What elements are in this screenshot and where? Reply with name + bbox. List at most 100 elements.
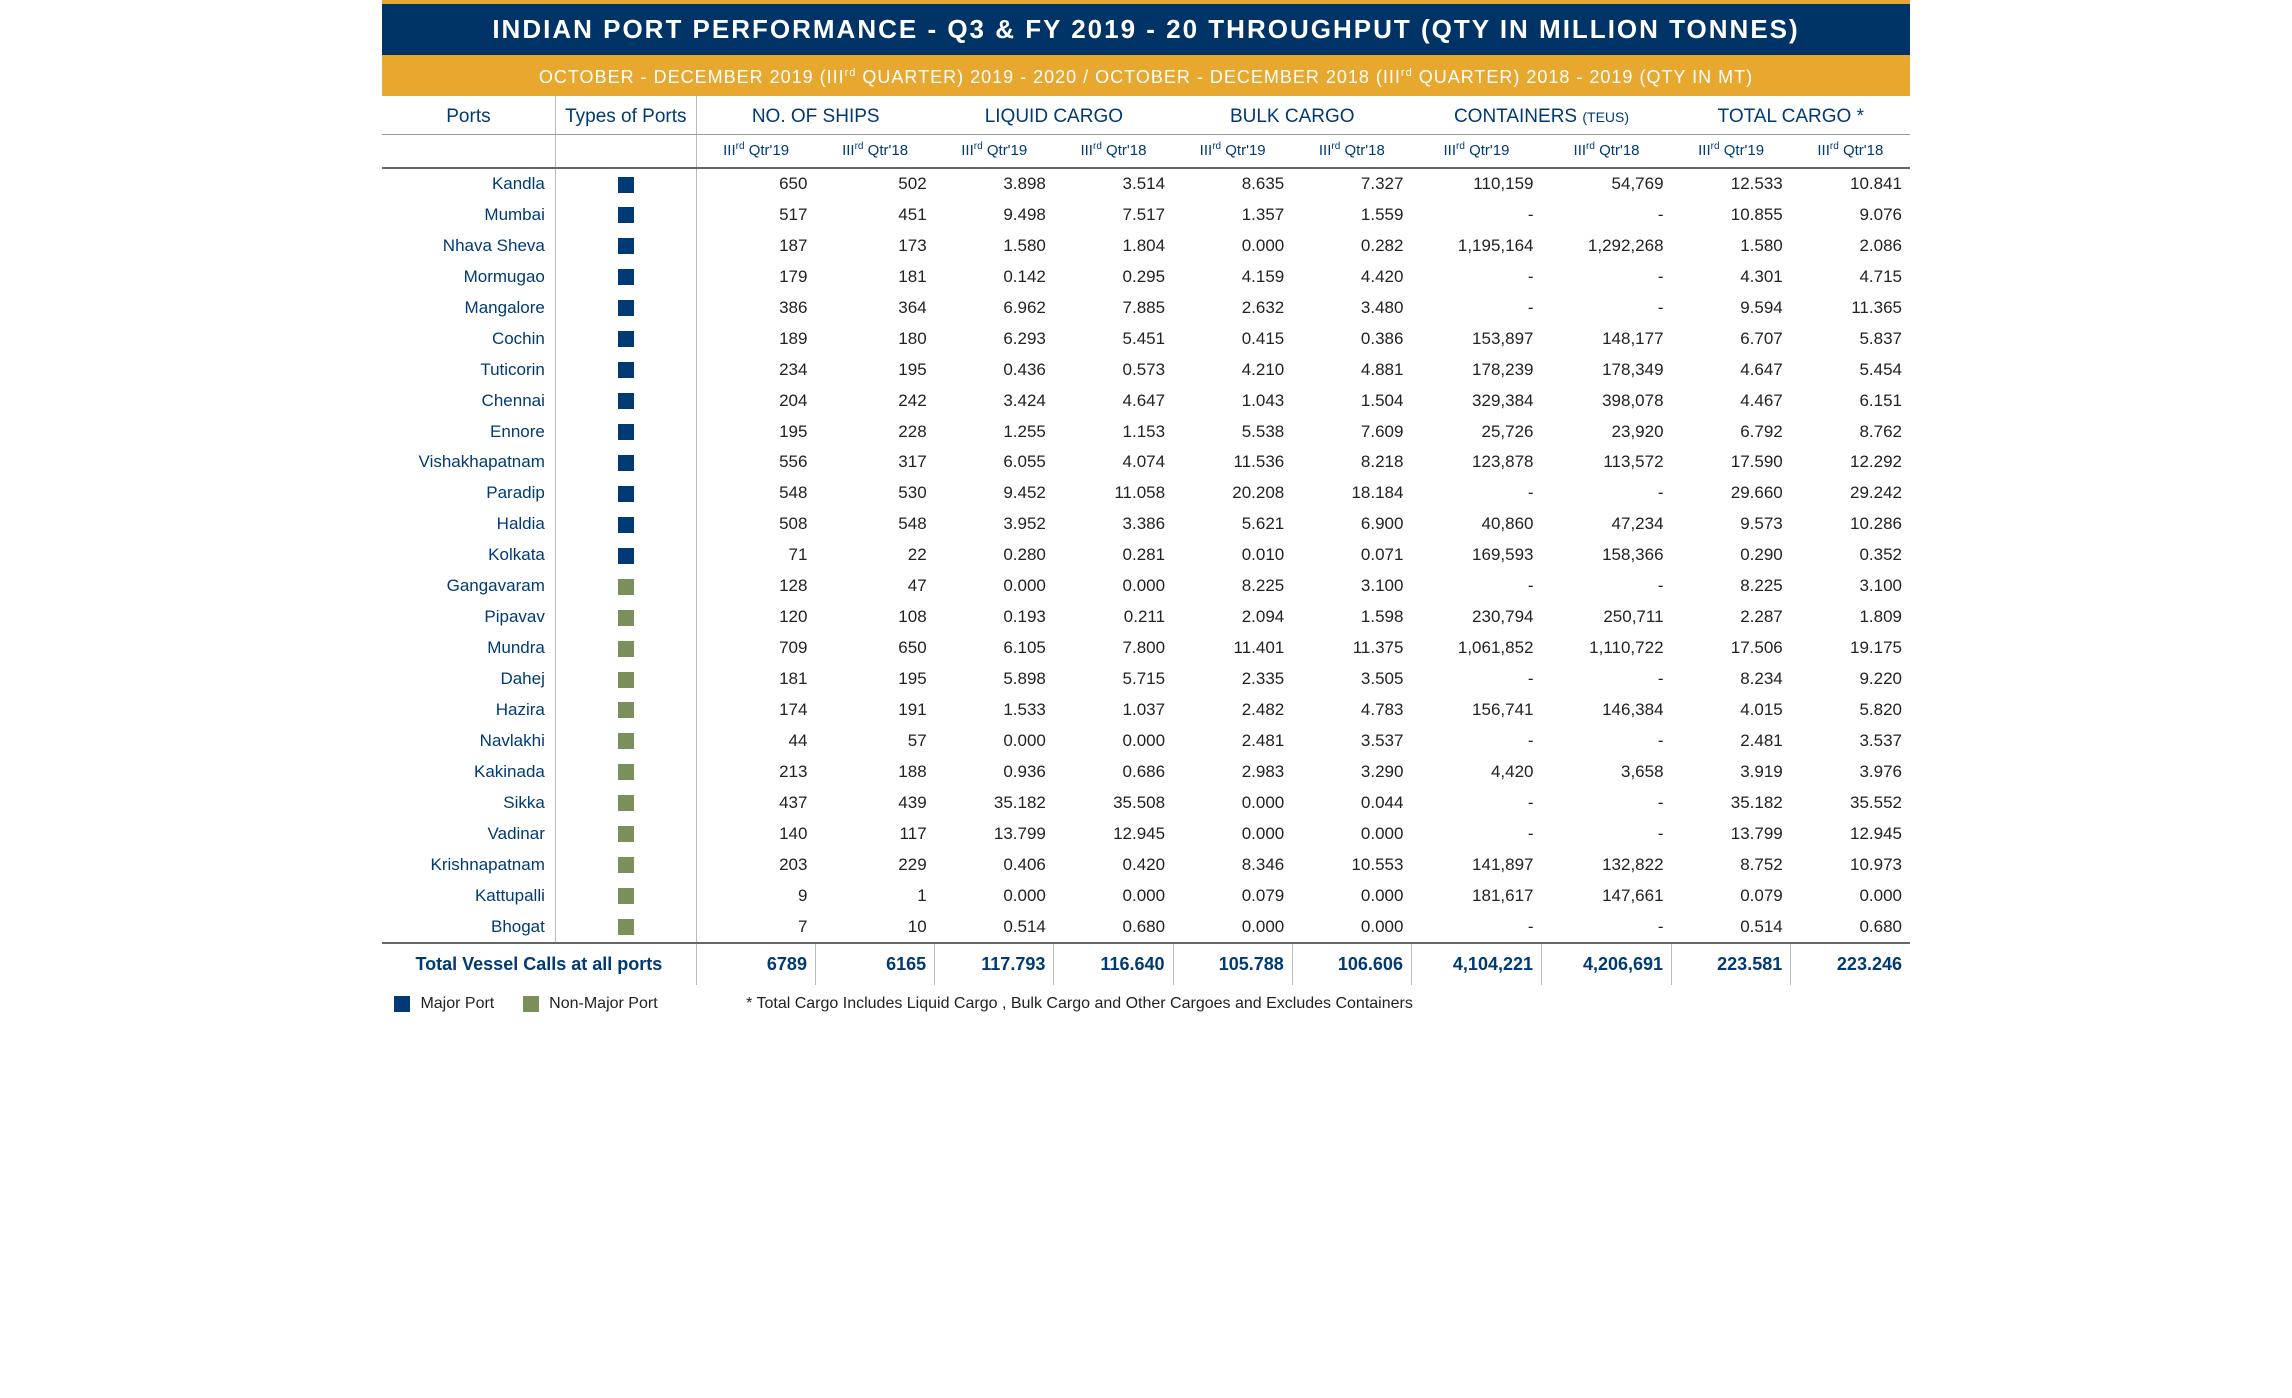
cell-bulk-18: 4.783 [1292,695,1411,726]
col-ports: Ports [382,96,555,135]
cell-bulk-18: 1.598 [1292,602,1411,633]
cell-cont-19: 1,195,164 [1411,231,1541,262]
totals-bulk-19: 105.788 [1173,943,1292,984]
cell-liq-19: 13.799 [935,819,1054,850]
totals-ships-19: 6789 [696,943,815,984]
cell-liq-18: 3.386 [1054,509,1173,540]
cell-liq-18: 0.281 [1054,540,1173,571]
port-name-cell: Hazira [382,695,555,726]
port-name-cell: Mormugao [382,262,555,293]
cell-tot-19: 35.182 [1672,788,1791,819]
cell-cont-18: 113,572 [1542,447,1672,478]
cell-ships-18: 173 [815,231,934,262]
cell-tot-18: 4.715 [1791,262,1910,293]
cell-tot-19: 13.799 [1672,819,1791,850]
cell-ships-19: 181 [696,664,815,695]
cell-cont-19: - [1411,571,1541,602]
cell-tot-19: 6.792 [1672,417,1791,448]
cell-cont-19: 110,159 [1411,168,1541,200]
cell-bulk-18: 4.881 [1292,355,1411,386]
port-type-cell [555,540,696,571]
page-container: INDIAN PORT PERFORMANCE - Q3 & FY 2019 -… [382,0,1910,1029]
table-row: Paradip5485309.45211.05820.20818.184--29… [382,478,1910,509]
cell-tot-19: 4.015 [1672,695,1791,726]
cell-ships-18: 181 [815,262,934,293]
col-group-containers: CONTAINERS (TEUS) [1411,96,1671,135]
table-row: Mumbai5174519.4987.5171.3571.559--10.855… [382,200,1910,231]
totals-row: Total Vessel Calls at all ports67896165 1… [382,943,1910,984]
cell-cont-19: - [1411,912,1541,944]
table-row: Cochin1891806.2935.4510.4150.386153,8971… [382,324,1910,355]
cell-tot-19: 17.590 [1672,447,1791,478]
port-name-cell: Kolkata [382,540,555,571]
cell-ships-19: 204 [696,386,815,417]
cell-tot-19: 2.481 [1672,726,1791,757]
cell-cont-19: 141,897 [1411,850,1541,881]
cell-ships-18: 451 [815,200,934,231]
cell-cont-19: 156,741 [1411,695,1541,726]
cell-bulk-19: 2.632 [1173,293,1292,324]
cell-ships-18: 22 [815,540,934,571]
table-row: Gangavaram128470.0000.0008.2253.100--8.2… [382,571,1910,602]
cell-tot-19: 4.467 [1672,386,1791,417]
cell-liq-18: 7.517 [1054,200,1173,231]
cell-liq-18: 11.058 [1054,478,1173,509]
cell-tot-18: 0.680 [1791,912,1910,944]
cell-cont-18: - [1542,293,1672,324]
port-type-swatch-icon [618,269,634,285]
port-name-cell: Navlakhi [382,726,555,757]
port-type-swatch-icon [618,424,634,440]
port-type-swatch-icon [618,548,634,564]
cell-bulk-18: 0.071 [1292,540,1411,571]
cell-liq-19: 9.452 [935,478,1054,509]
table-row: Mangalore3863646.9627.8852.6323.480--9.5… [382,293,1910,324]
port-type-cell [555,571,696,602]
port-name-cell: Dahej [382,664,555,695]
cell-liq-18: 0.295 [1054,262,1173,293]
cell-cont-18: - [1542,200,1672,231]
cell-tot-18: 6.151 [1791,386,1910,417]
cell-liq-18: 7.800 [1054,633,1173,664]
cell-ships-19: 71 [696,540,815,571]
cell-liq-18: 0.686 [1054,757,1173,788]
cell-cont-18: 132,822 [1542,850,1672,881]
totals-label: Total Vessel Calls at all ports [382,943,696,984]
totals-tot-18: 223.246 [1791,943,1910,984]
cell-bulk-19: 1.043 [1173,386,1292,417]
footnote-legend: Major Port Non-Major Port * Total Cargo … [382,985,1910,1029]
cell-ships-18: 180 [815,324,934,355]
cell-ships-18: 228 [815,417,934,448]
cell-tot-19: 2.287 [1672,602,1791,633]
cell-bulk-19: 5.538 [1173,417,1292,448]
cell-cont-18: 250,711 [1542,602,1672,633]
cell-bulk-18: 3.480 [1292,293,1411,324]
cell-liq-19: 5.898 [935,664,1054,695]
cell-cont-19: 181,617 [1411,881,1541,912]
cell-cont-18: 158,366 [1542,540,1672,571]
cell-cont-18: 54,769 [1542,168,1672,200]
cell-ships-19: 7 [696,912,815,944]
totals-ships-18: 6165 [815,943,934,984]
cell-bulk-19: 20.208 [1173,478,1292,509]
cell-ships-19: 517 [696,200,815,231]
port-type-cell [555,262,696,293]
port-name-cell: Bhogat [382,912,555,944]
cell-liq-19: 0.000 [935,881,1054,912]
cell-bulk-19: 2.094 [1173,602,1292,633]
period-ships-19: IIIrd Qtr'19 [696,135,815,169]
port-name-cell: Haldia [382,509,555,540]
cell-ships-19: 189 [696,324,815,355]
port-type-swatch-icon [618,579,634,595]
cell-bulk-19: 11.536 [1173,447,1292,478]
cell-cont-19: 153,897 [1411,324,1541,355]
major-port-swatch-icon [394,996,410,1012]
cell-liq-19: 1.580 [935,231,1054,262]
cell-cont-18: - [1542,912,1672,944]
cell-liq-19: 0.280 [935,540,1054,571]
cell-tot-18: 9.076 [1791,200,1910,231]
cell-tot-18: 5.454 [1791,355,1910,386]
cell-ships-19: 9 [696,881,815,912]
cell-tot-18: 3.100 [1791,571,1910,602]
cell-cont-19: - [1411,478,1541,509]
cell-liq-18: 5.451 [1054,324,1173,355]
